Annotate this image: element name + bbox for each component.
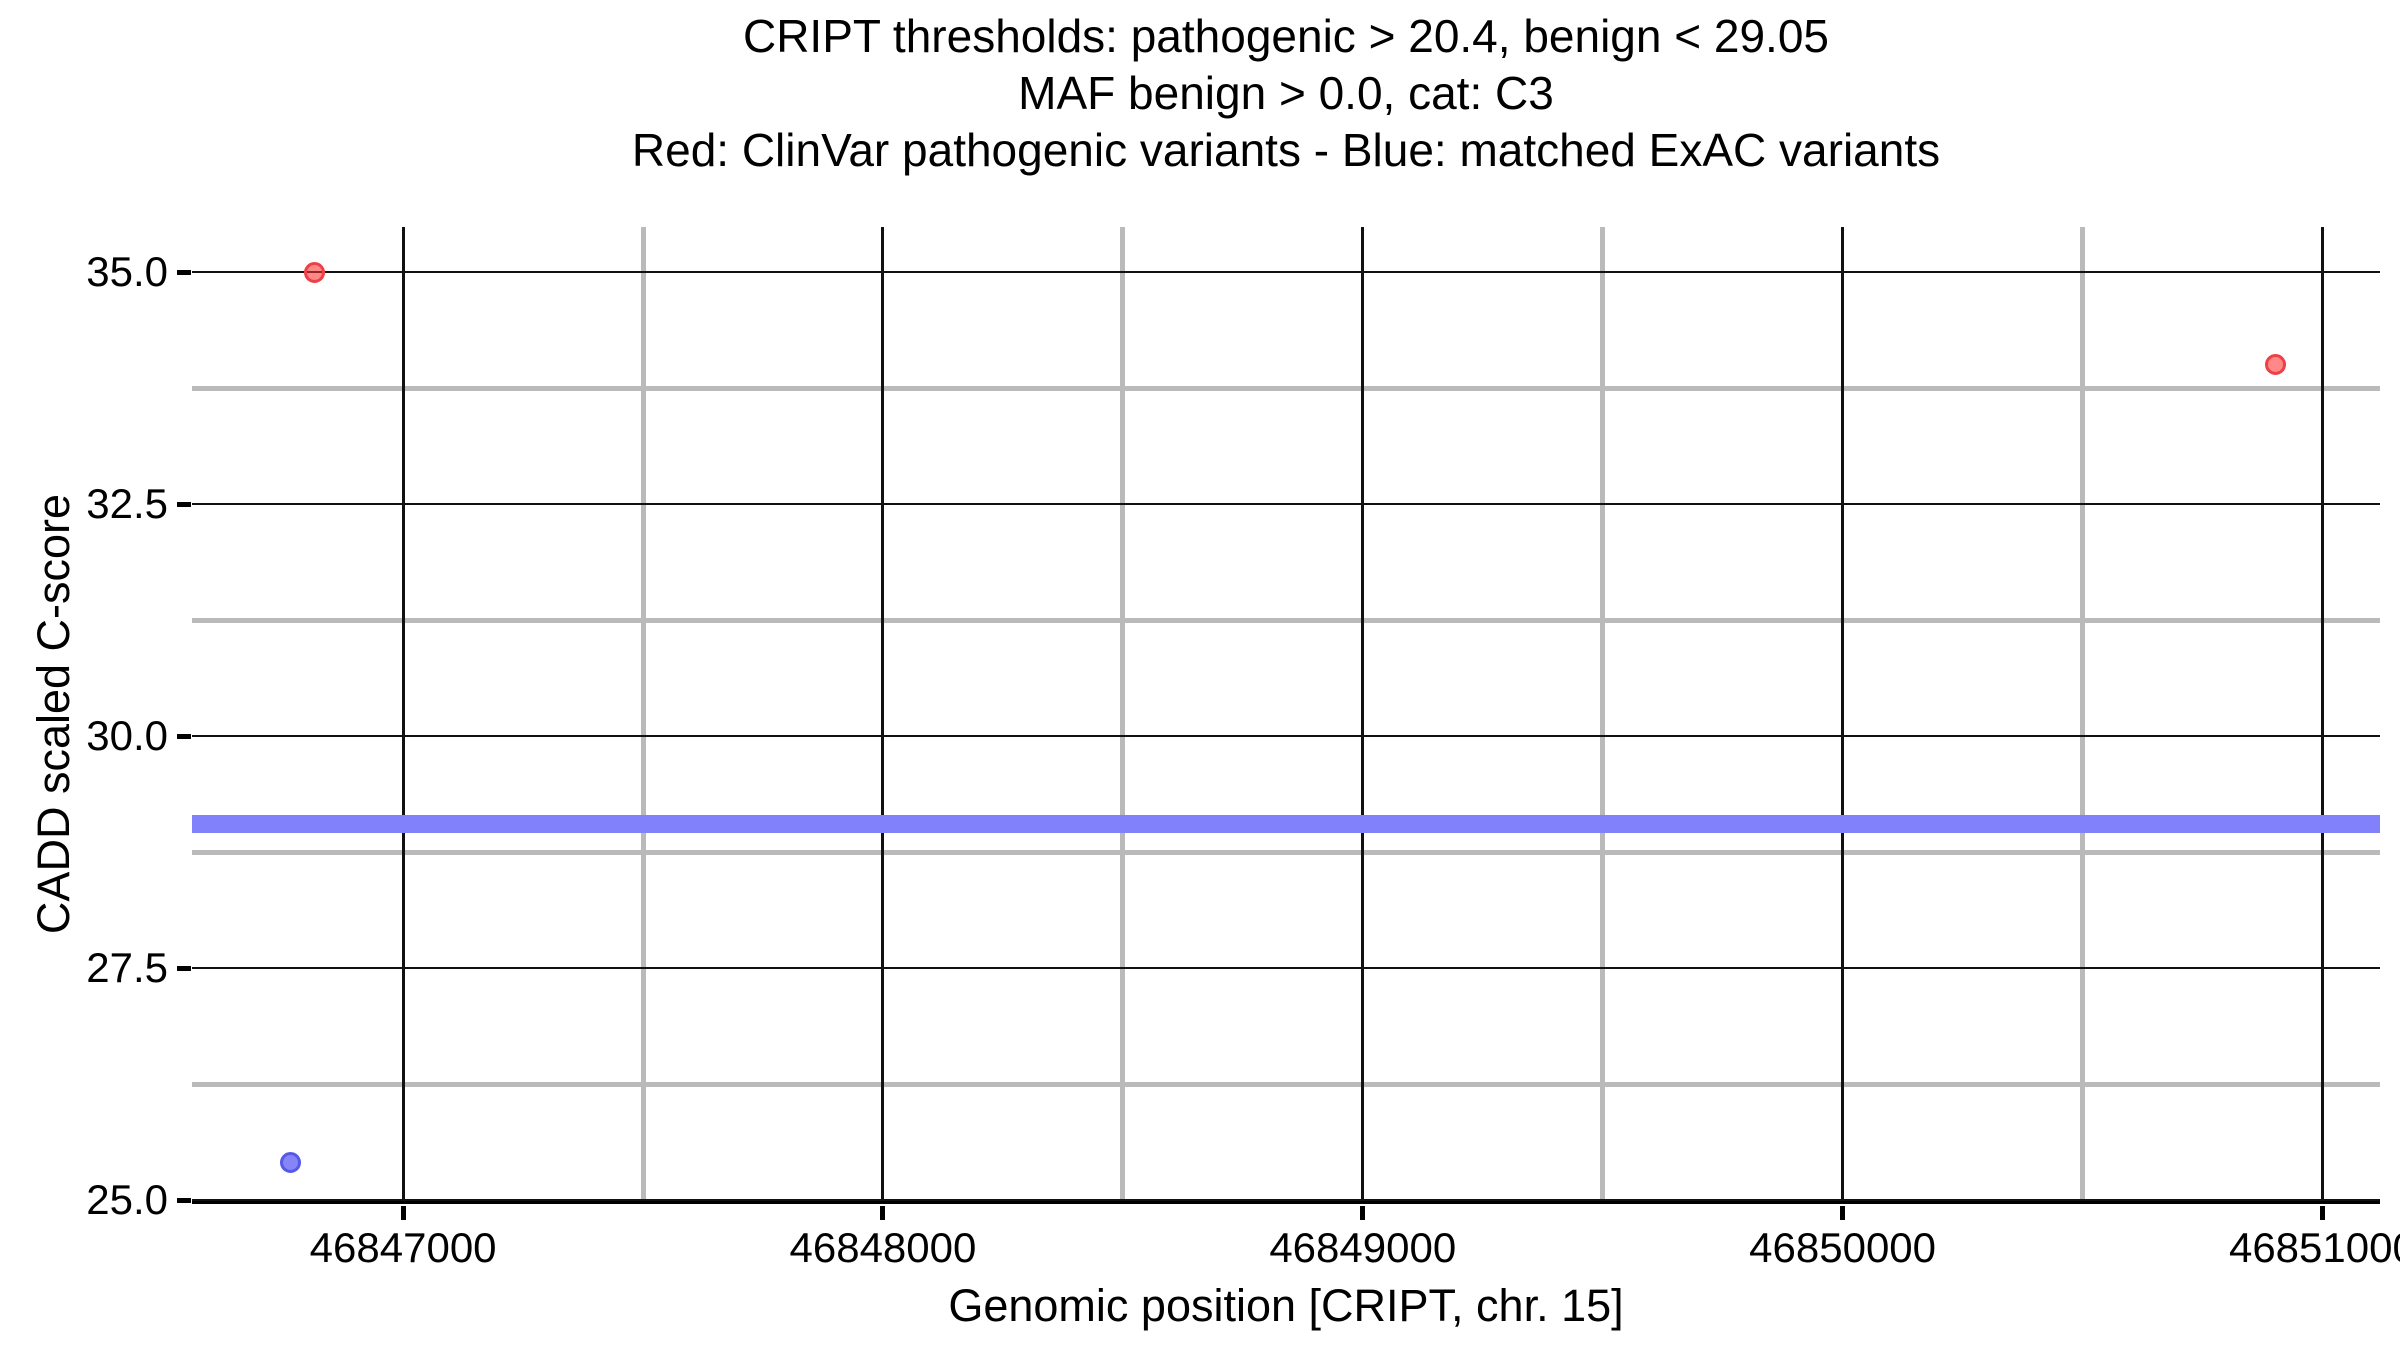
x-tick-label: 46851000 [2228,1224,2400,1271]
y-axis-tick [177,269,191,275]
x-axis-tick [1840,1206,1846,1220]
h-major-gridline [192,735,2380,737]
plot-title-line-2: MAF benign > 0.0, cat: C3 [1018,67,1554,119]
h-minor-gridline [192,1081,2380,1087]
x-axis-tick [1360,1206,1366,1220]
y-axis-tick [177,501,191,507]
y-axis-tick [177,1197,191,1203]
v-minor-gridline [1600,227,1606,1200]
plot-title-line-3: Red: ClinVar pathogenic variants - Blue:… [631,124,1941,176]
v-minor-gridline [1120,227,1126,1200]
x-tick-label: 46848000 [789,1224,977,1271]
v-major-gridline [2320,227,2324,1200]
y-axis-tick [177,733,191,739]
x-axis-tick [2319,1206,2325,1220]
v-major-gridline [401,227,405,1200]
h-minor-gridline [192,849,2380,855]
y-axis-title: CADD scaled C-score [28,493,79,935]
y-axis-tick [177,965,191,971]
y-tick-label: 27.5 [86,944,168,991]
y-tick-label: 35.0 [86,248,168,295]
clinvar-pathogenic-point [303,261,325,283]
h-minor-gridline [192,617,2380,623]
plot-panel [192,227,2380,1204]
v-major-gridline [881,227,885,1200]
x-axis-tick [400,1206,406,1220]
y-tick-label: 32.5 [86,480,168,527]
clinvar-pathogenic-point [2264,354,2286,376]
h-minor-gridline [192,385,2380,391]
x-tick-label: 46850000 [1749,1224,1937,1271]
exac-matched-point [279,1152,301,1174]
v-major-gridline [1841,227,1845,1200]
x-axis-tick [880,1206,886,1220]
y-tick-label: 30.0 [86,712,168,759]
plot-title: CRIPT thresholds: pathogenic > 20.4, ben… [192,8,2380,179]
x-tick-label: 46847000 [309,1224,497,1271]
v-major-gridline [1361,227,1365,1200]
h-major-gridline [192,271,2380,273]
v-minor-gridline [2080,227,2085,1200]
h-major-gridline [192,967,2380,969]
x-axis-title: Genomic position [CRIPT, chr. 15] [948,1280,1624,1331]
y-tick-label: 25.0 [86,1176,168,1223]
v-minor-gridline [640,227,646,1200]
h-major-gridline [192,1199,2380,1201]
x-tick-label: 46849000 [1269,1224,1457,1271]
plot-title-line-1: CRIPT thresholds: pathogenic > 20.4, ben… [742,10,1829,62]
h-major-gridline [192,503,2380,505]
benign-threshold-line [192,815,2380,834]
